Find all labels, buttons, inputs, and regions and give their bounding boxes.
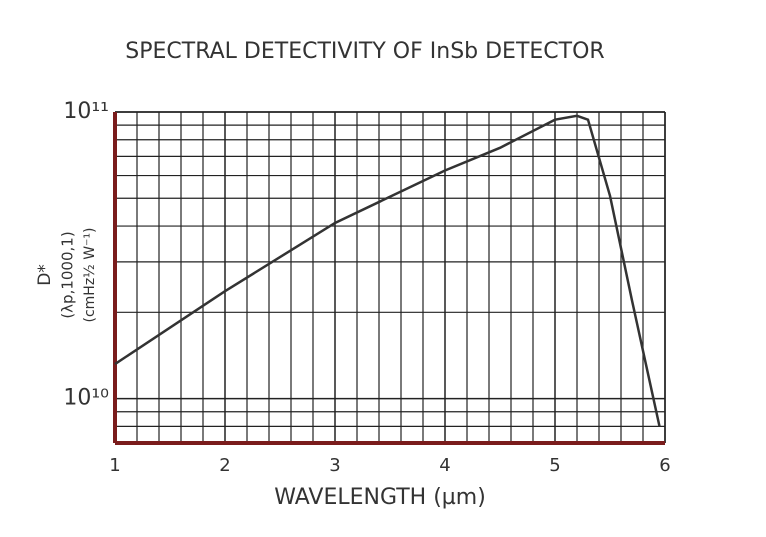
x-tick-label: 6 (659, 455, 670, 476)
x-axis-label: WAVELENGTH (µm) (274, 485, 486, 510)
x-tick-label: 5 (549, 455, 560, 476)
y-axis-sub2: (cmHz½ W⁻¹) (82, 228, 98, 323)
y-axis-sub1: (λp,1000,1) (59, 231, 77, 318)
x-tick-label: 1 (109, 455, 120, 476)
y-axis-sub-group: (cmHz½ W⁻¹) (82, 228, 98, 323)
y-axis-label-group: D* (35, 264, 55, 286)
data-line (114, 114, 661, 427)
x-tick-label: 4 (439, 455, 450, 476)
y-tick-label: 10¹⁰ (63, 386, 109, 411)
y-axis-sub-group: (λp,1000,1) (59, 231, 77, 318)
x-tick-label: 3 (329, 455, 340, 476)
chart-title: SPECTRAL DETECTIVITY OF InSb DETECTOR (125, 39, 604, 64)
y-tick-label: 10¹¹ (63, 99, 109, 124)
y-axis-label: D* (35, 264, 55, 286)
x-tick-label: 2 (219, 455, 230, 476)
